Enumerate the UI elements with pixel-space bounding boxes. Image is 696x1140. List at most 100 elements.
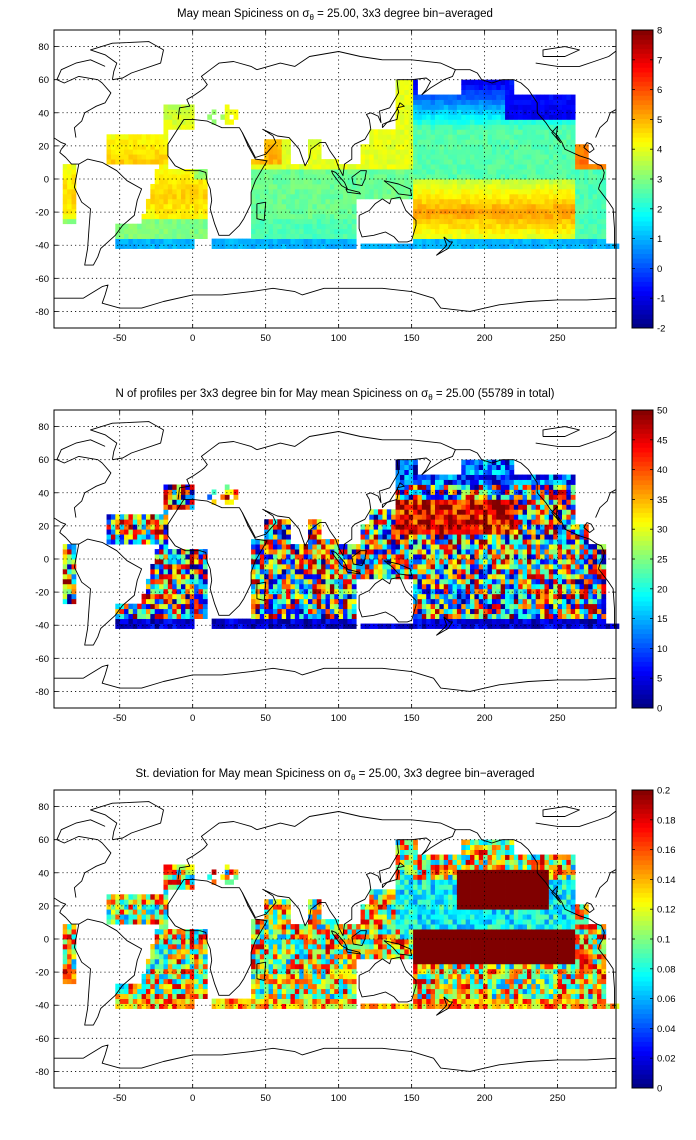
heatmap-cell	[141, 539, 147, 545]
heatmap-cell	[439, 494, 445, 500]
heatmap-cell	[338, 603, 344, 610]
heatmap-cell	[553, 554, 559, 560]
heatmap-cell	[150, 203, 156, 210]
colorbar-segment	[632, 211, 653, 217]
heatmap-cell	[303, 228, 309, 235]
title-sub: θ	[309, 13, 314, 22]
heatmap-cell	[316, 524, 322, 530]
heatmap-cell	[334, 228, 340, 235]
heatmap-cell	[570, 203, 576, 210]
heatmap-cell	[434, 104, 440, 110]
heatmap-cell	[505, 499, 510, 505]
heatmap-cell	[312, 603, 318, 610]
heatmap-cell	[329, 228, 335, 235]
heatmap-cell	[399, 114, 405, 120]
heatmap-cell	[373, 534, 379, 540]
heatmap-cell	[461, 99, 467, 105]
heatmap-cell	[474, 159, 480, 165]
heatmap-cell	[194, 169, 199, 175]
heatmap-cell	[202, 568, 208, 575]
heatmap-cell	[452, 568, 458, 575]
heatmap-cell	[557, 559, 563, 565]
heatmap-cell	[172, 193, 178, 200]
heatmap-cell	[347, 243, 353, 249]
heatmap-cell	[391, 164, 396, 170]
heatmap-cell	[67, 208, 72, 215]
heatmap-cell	[430, 149, 436, 155]
heatmap-cell	[483, 174, 488, 180]
heatmap-cell	[526, 228, 532, 235]
heatmap-cell	[185, 588, 191, 595]
heatmap-cell	[483, 89, 488, 95]
heatmap-cell	[404, 514, 410, 520]
heatmap-cell	[434, 154, 440, 160]
heatmap-cell	[369, 509, 375, 515]
heatmap-cell	[570, 514, 576, 520]
heatmap-cell	[601, 223, 607, 230]
heatmap-cell	[513, 114, 519, 120]
heatmap-cell	[281, 228, 287, 235]
heatmap-cell	[531, 563, 537, 570]
heatmap-cell	[141, 134, 147, 140]
heatmap-cell	[307, 593, 313, 600]
heatmap-cell	[255, 623, 261, 629]
heatmap-cell	[145, 213, 151, 220]
heatmap-cell	[391, 524, 396, 530]
heatmap-cell	[115, 618, 121, 624]
heatmap-cell	[251, 588, 256, 595]
heatmap-cell	[237, 238, 243, 244]
heatmap-cell	[316, 623, 322, 629]
heatmap-cell	[154, 154, 160, 160]
heatmap-cell	[461, 109, 467, 115]
heatmap-cell	[535, 139, 541, 145]
heatmap-cell	[487, 593, 493, 600]
heatmap-cell	[163, 568, 169, 575]
heatmap-cell	[557, 544, 563, 550]
heatmap-cell	[561, 494, 567, 500]
heatmap-cell	[220, 494, 226, 500]
heatmap-cell	[448, 578, 453, 585]
colorbar-segment	[632, 48, 653, 54]
heatmap-cell	[189, 114, 195, 120]
heatmap-cell	[408, 149, 414, 155]
heatmap-cell	[277, 179, 283, 185]
colorbar-tick-label: -1	[657, 294, 665, 305]
heatmap-cell	[251, 598, 256, 605]
heatmap-cell	[465, 179, 471, 185]
heatmap-cell	[110, 144, 116, 150]
heatmap-cell	[329, 174, 335, 180]
heatmap-cell	[500, 243, 506, 249]
heatmap-cell	[426, 603, 432, 610]
heatmap-cell	[553, 489, 559, 495]
heatmap-cell	[509, 238, 515, 244]
heatmap-cell	[421, 559, 427, 565]
heatmap-cell	[452, 593, 458, 600]
heatmap-cell	[408, 193, 414, 200]
heatmap-cell	[369, 529, 375, 535]
heatmap-cell	[364, 164, 370, 170]
heatmap-cell	[566, 188, 572, 195]
heatmap-cell	[150, 208, 156, 215]
colorbar-segment	[632, 290, 653, 296]
heatmap-cell	[181, 218, 186, 225]
heatmap-cell	[316, 598, 322, 605]
heatmap-cell	[268, 144, 274, 150]
heatmap-cell	[535, 144, 541, 150]
heatmap-cell	[540, 129, 545, 135]
heatmap-cell	[483, 183, 488, 190]
heatmap-cell	[483, 563, 488, 570]
heatmap-cell	[566, 618, 572, 624]
heatmap-cell	[347, 198, 353, 205]
heatmap-cell	[251, 549, 256, 555]
heatmap-cell	[404, 139, 410, 145]
heatmap-cell	[290, 233, 296, 239]
heatmap-cell	[163, 119, 169, 125]
heatmap-cell	[119, 529, 125, 535]
heatmap-cell	[303, 554, 309, 560]
heatmap-cell	[426, 554, 432, 560]
heatmap-cell	[62, 549, 68, 555]
heatmap-cell	[513, 489, 519, 495]
heatmap-cell	[465, 79, 471, 86]
heatmap-cell	[535, 238, 541, 244]
heatmap-cell	[259, 228, 265, 235]
